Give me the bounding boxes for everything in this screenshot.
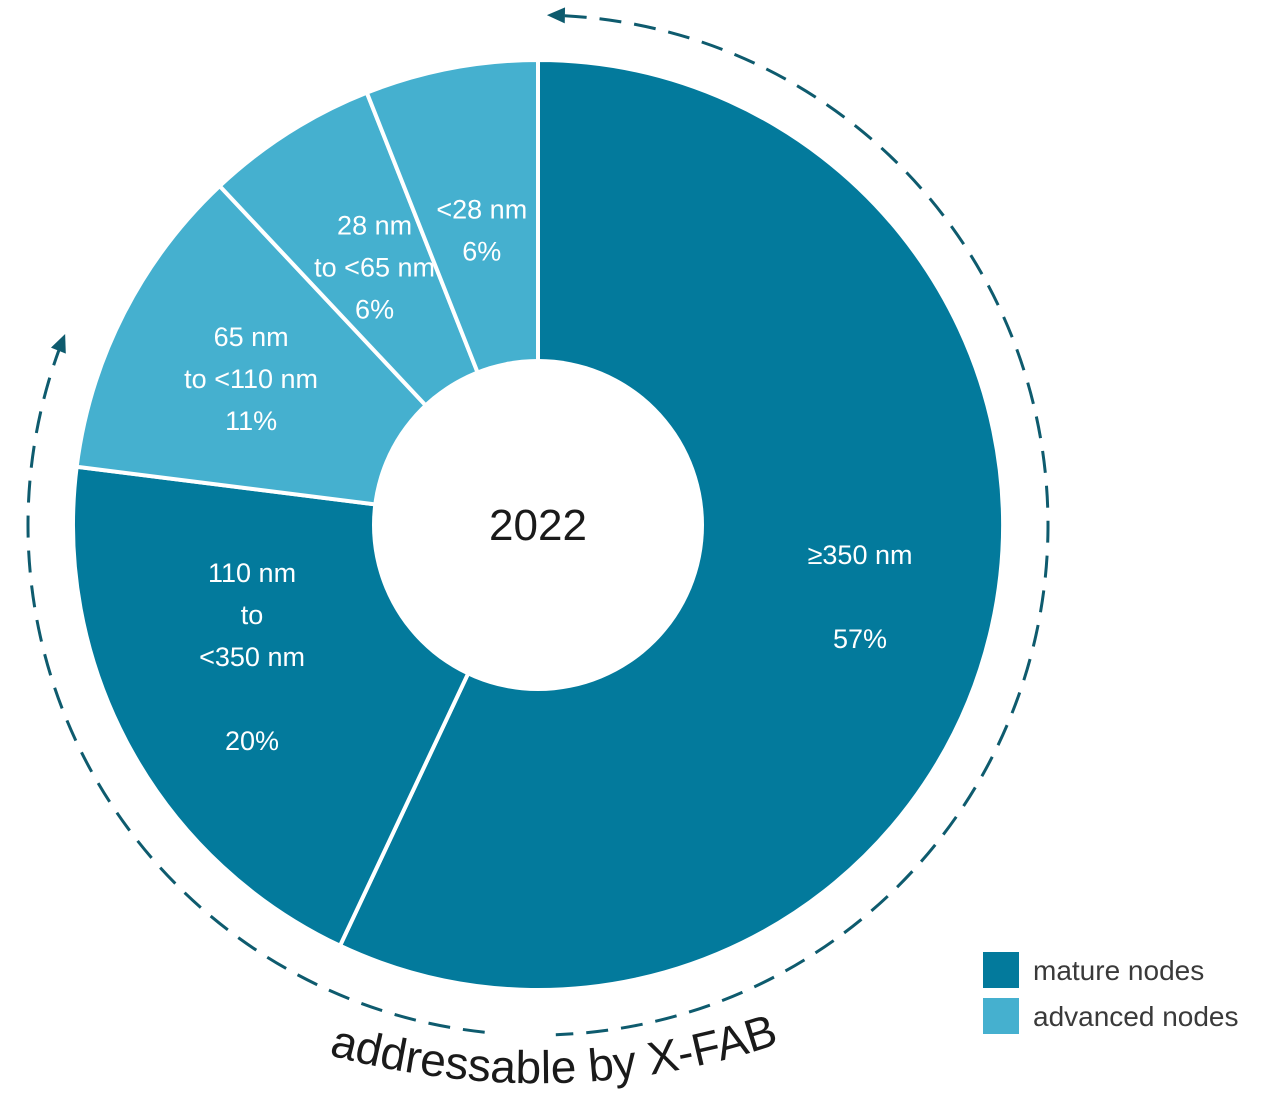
addressable-arc (26, 7, 1050, 1037)
slice-label-line: ≥350 nm (808, 540, 913, 570)
donut-hole (372, 359, 704, 691)
slice-labels-group: ≥350 nm 57% 110 nm to <350 nm 20% 65 nm to <110… (184, 194, 912, 756)
addressable-annotation-text: addressable by X-FAB (326, 1004, 782, 1094)
slice-label-line: to <110 nm (184, 364, 318, 394)
slice-label-1: 110 nm to <350 nm 20% (199, 558, 305, 756)
legend-swatch-advanced (983, 998, 1019, 1034)
legend-label-mature: mature nodes (1033, 955, 1204, 986)
dashed-arc (26, 350, 485, 1034)
slice-label-line: 28 nm (337, 210, 412, 240)
slice-label-line: 20% (225, 726, 279, 756)
legend: mature nodes advanced nodes (983, 952, 1239, 1034)
slice-label-line: 57% (833, 624, 887, 654)
slice-label-line: 11% (225, 406, 277, 436)
center-year-label: 2022 (489, 501, 587, 550)
slice-label-line: <28 nm (436, 194, 527, 224)
slice-label-line: <350 nm (199, 642, 305, 672)
legend-label-advanced: advanced nodes (1033, 1001, 1239, 1032)
slice-label-0: ≥350 nm 57% (808, 540, 913, 654)
addressable-annotation: addressable by X-FAB (326, 1004, 782, 1094)
slice-label-line: to <65 nm (314, 252, 435, 282)
slice-label-line: 65 nm (214, 322, 289, 352)
slice-label-2: 65 nm to <110 nm 11% (184, 322, 318, 436)
legend-swatch-mature (983, 952, 1019, 988)
dashed-arc (555, 14, 1050, 1037)
slice-label-4: <28 nm 6% (436, 194, 527, 266)
slice-label-line: 6% (355, 294, 394, 324)
slice-label-line: 110 nm (208, 558, 296, 588)
arc-arrowhead (50, 333, 66, 354)
slice-label-3: 28 nm to <65 nm 6% (314, 210, 435, 324)
slice-label-line: 6% (462, 236, 501, 266)
arc-arrowhead (546, 7, 566, 24)
slice-label-line: to (241, 600, 264, 630)
